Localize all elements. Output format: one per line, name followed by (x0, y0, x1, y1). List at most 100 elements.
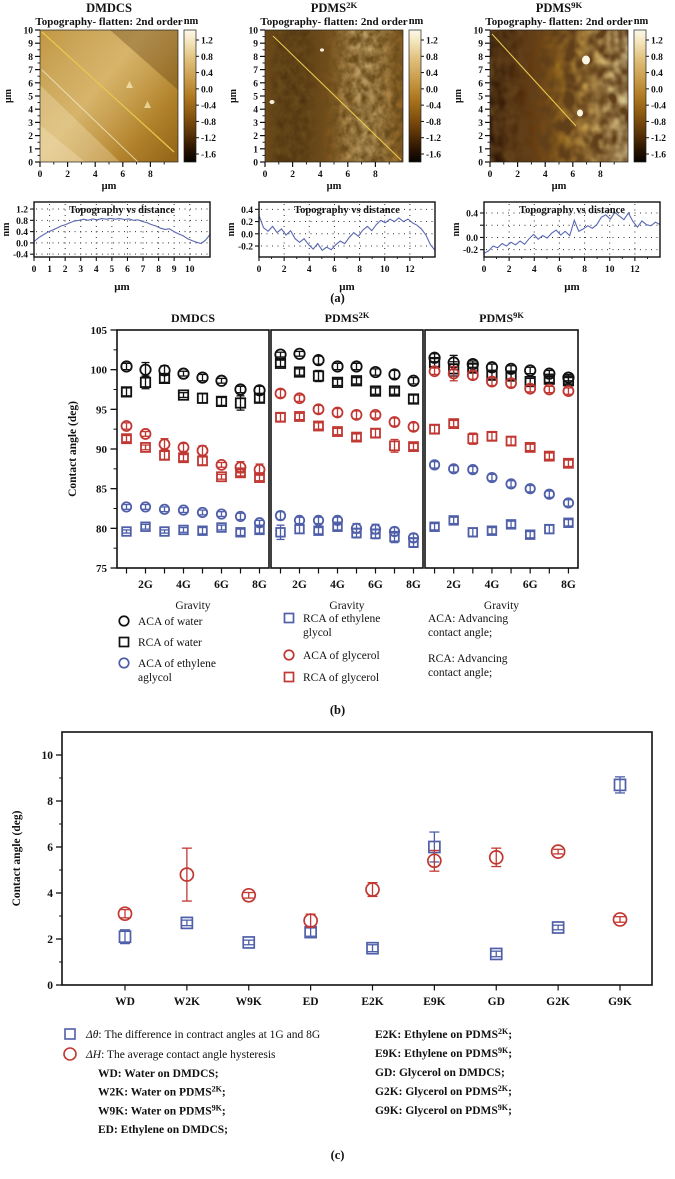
tspan: 0.0 (241, 230, 253, 240)
tspan: 9 (478, 40, 483, 50)
bright-spot (269, 100, 275, 104)
x-tick-label: 2 (515, 170, 520, 180)
tspan: 1.2 (16, 206, 28, 216)
legend-note: ACA: Advancing contact angle; (428, 613, 508, 639)
legend-symbol: ΔH (85, 1049, 102, 1061)
tspan: 4G (176, 579, 191, 591)
x-tick-label: 1 (47, 265, 52, 275)
tspan: 6 (28, 79, 33, 89)
data-point-rca_eg (544, 523, 555, 535)
data-point-aca_eg (312, 514, 325, 526)
legend-label: Δθ: The difference in contract angles at… (85, 1029, 320, 1041)
category-label: G9K (608, 996, 632, 1008)
tspan: 0.2 (241, 218, 253, 228)
data-point-delta_theta (366, 941, 379, 955)
tspan: 0 (47, 980, 53, 992)
x-tick-label: 2 (282, 265, 287, 275)
data-point-rca_eg (197, 525, 208, 536)
data-point-rca_glycerol (332, 426, 343, 437)
data-point-rca_glycerol (121, 433, 132, 445)
data-point-rca_eg (275, 527, 286, 538)
tspan: 10 (605, 265, 615, 275)
data-point-rca_water (388, 385, 401, 397)
tspan: E9K: Ethylene on PDMS (375, 1048, 498, 1060)
tspan: W2K (174, 996, 200, 1008)
data-point-aca_glycerol (428, 365, 441, 378)
data-point-rca_water (139, 376, 152, 388)
x-tick-label: 8 (373, 170, 378, 180)
x-tick-label: 6G (523, 579, 538, 591)
data-point-aca_eg (274, 510, 287, 522)
tspan: -0.2 (463, 246, 478, 256)
data-point-aca_glycerol (524, 382, 537, 395)
data-point-rca_eg (216, 522, 227, 533)
y-tick-label: 8 (28, 53, 33, 63)
data-point-aca_eg (428, 459, 441, 471)
tspan: 10 (185, 265, 195, 275)
tspan: -1.6 (201, 151, 216, 161)
tspan: 9 (253, 40, 258, 50)
afm-base (40, 30, 178, 162)
x-tick-label: 10 (380, 265, 390, 275)
x-tick-label: 4 (307, 265, 312, 275)
tspan: 0 (263, 170, 268, 180)
afm-subtitle: Topography- flatten: 2nd order (35, 16, 182, 28)
data-point-aca_glycerol (466, 369, 479, 382)
data-point-rca_glycerol (294, 411, 305, 422)
x-tick-label: 5 (110, 265, 115, 275)
tspan: 4 (318, 170, 323, 180)
x-tick-label: 0 (482, 265, 487, 275)
definition: G9K: Glycerol on PDMS9K; (375, 1103, 512, 1117)
data-point-rca_water (120, 386, 133, 398)
x-tick-label: 0 (488, 170, 493, 180)
data-point-aca_glycerol (369, 408, 382, 421)
y-tick-label: 1 (253, 145, 258, 155)
y-tick-label: -0.4 (13, 251, 28, 261)
tspan: ACA of water (138, 616, 203, 628)
tspan: 1 (47, 265, 52, 275)
afm-title: DMDCS (86, 1, 132, 15)
tspan: Contact angle (deg) (11, 810, 23, 906)
data-point-aca_water (369, 365, 382, 379)
data-point-delta_H (241, 887, 257, 903)
data-point-aca_eg (505, 478, 517, 490)
colorbar-tick-label: -1.6 (651, 151, 666, 161)
tspan: Gravity (484, 600, 519, 612)
y-tick-label: 2 (47, 934, 53, 946)
tspan: 9 (172, 265, 177, 275)
tspan: ED (303, 996, 319, 1008)
tspan: 4G (330, 579, 345, 591)
data-point-rca_eg (389, 531, 400, 543)
y-tick-label: 1.2 (16, 206, 28, 216)
tspan: μm (3, 88, 14, 103)
data-point-aca_glycerol (562, 385, 575, 397)
tspan: 2K (346, 0, 357, 10)
profile-title: Topography vs distance (519, 205, 625, 216)
afm-title: PDMS2K (311, 0, 358, 15)
panel-b-label: (b) (329, 703, 346, 717)
tspan: ACA: Advancing (428, 613, 508, 625)
tspan: ACA of glycerol (303, 650, 380, 662)
data-point-aca_water (293, 347, 306, 360)
x-axis-label: Gravity (484, 600, 519, 612)
colorbar-tick-label: 0.8 (651, 53, 663, 63)
y-tick-label: 0.4 (241, 206, 253, 216)
legend-marker (63, 1047, 77, 1061)
tspan: 4 (47, 888, 53, 900)
y-tick-label: 7 (478, 66, 483, 76)
plot-frame (116, 329, 270, 569)
y-tick-label: 9 (478, 40, 483, 50)
tspan: nm (184, 16, 199, 27)
tspan: 1.2 (426, 37, 438, 47)
tspan: 85 (96, 484, 108, 496)
data-point-aca_water (407, 374, 420, 387)
profile-title: Topography vs distance (294, 205, 400, 216)
y-tick-label: 0.0 (16, 239, 28, 249)
x-axis-label: Gravity (175, 600, 210, 612)
colorbar-tick-label: 0.8 (201, 53, 213, 63)
y-tick-label: 85 (96, 484, 108, 496)
tspan: DMDCS (86, 1, 132, 15)
y-axis-label: nm (226, 222, 237, 237)
tspan: -0.4 (201, 102, 216, 112)
tspan: ACA of ethylene (138, 658, 216, 670)
